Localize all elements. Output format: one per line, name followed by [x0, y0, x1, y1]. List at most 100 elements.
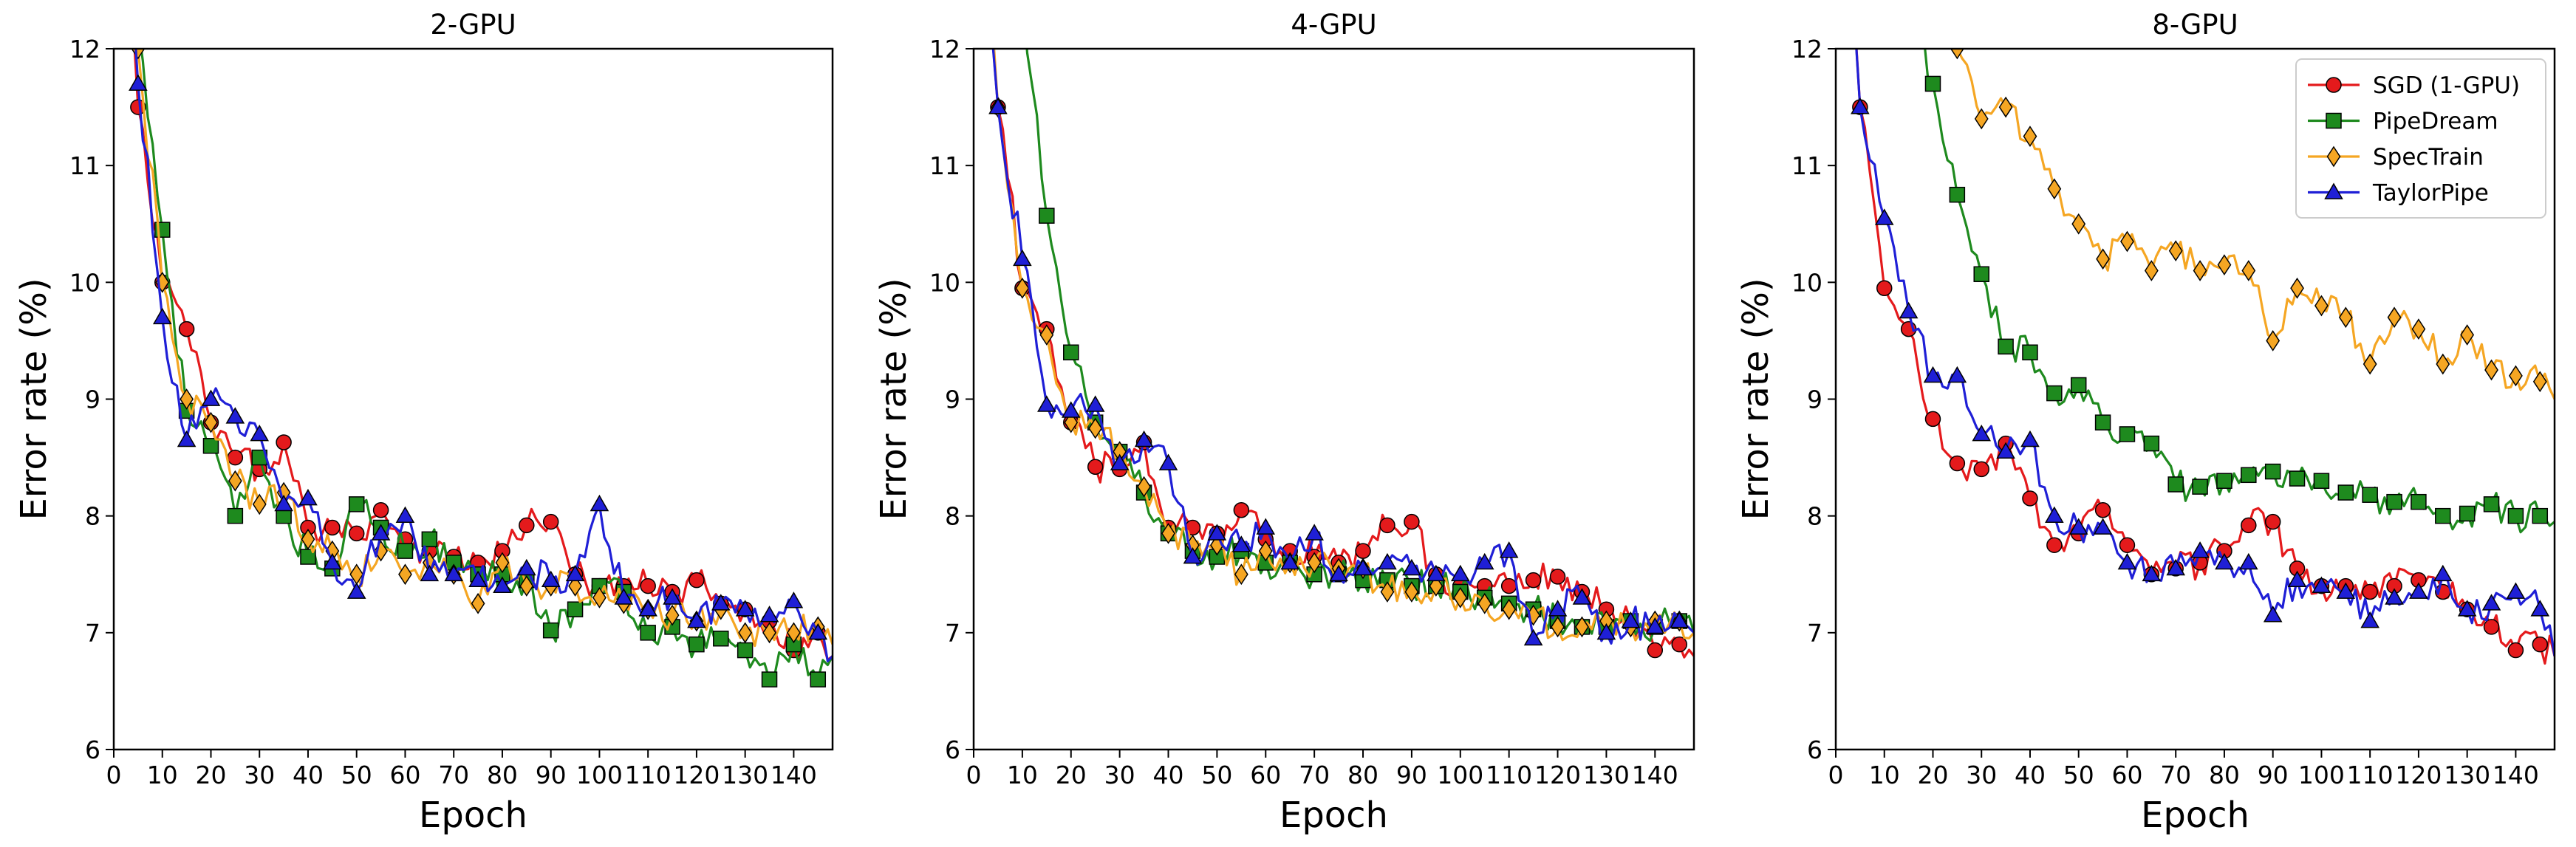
- plot-area: [988, 49, 1694, 659]
- data-point: [2483, 619, 2500, 635]
- data-point: [762, 622, 776, 644]
- data-point: [324, 519, 341, 536]
- data-point: [1502, 598, 1517, 620]
- data-point: [177, 430, 197, 447]
- x-axis-label: Epoch: [1280, 795, 1388, 836]
- data-point: [227, 507, 244, 524]
- x-tick-label: 120: [2395, 761, 2442, 789]
- data-point: [2046, 537, 2063, 553]
- data-point: [2312, 576, 2331, 593]
- series-line-taylorpipe: [991, 49, 1694, 645]
- data-point: [640, 625, 656, 641]
- data-point: [2506, 582, 2526, 599]
- data-point: [2460, 324, 2475, 346]
- data-point: [517, 558, 536, 576]
- data-point: [471, 592, 485, 614]
- data-point: [1621, 611, 1641, 628]
- data-point: [398, 563, 412, 586]
- data-point: [1427, 564, 1446, 582]
- data-point: [590, 494, 609, 512]
- x-tick-label: 130: [1583, 761, 1630, 789]
- data-point: [2338, 306, 2353, 329]
- data-point: [2507, 642, 2524, 659]
- data-point: [1949, 455, 1966, 472]
- data-point: [737, 642, 754, 659]
- data-point: [2436, 353, 2450, 375]
- data-point: [1972, 424, 1992, 442]
- legend-box: [2295, 58, 2546, 219]
- data-point: [2215, 552, 2234, 570]
- data-point: [2459, 505, 2476, 522]
- data-point: [2094, 502, 2111, 518]
- data-point: [2119, 426, 2136, 442]
- data-point: [250, 424, 270, 442]
- legend: SGD (1-GPU) PipeDream SpecTrain TaylorPipe: [2295, 58, 2546, 219]
- data-point: [542, 513, 559, 530]
- data-point: [1996, 442, 2015, 459]
- y-tick-label: 6: [1807, 735, 1822, 764]
- legend-label: SGD (1-GPU): [2373, 72, 2520, 99]
- data-point: [421, 531, 438, 548]
- data-point: [1087, 459, 1104, 475]
- data-point: [2068, 518, 2088, 535]
- data-point: [2193, 260, 2207, 281]
- data-point: [2022, 490, 2038, 507]
- data-point: [1670, 611, 1690, 628]
- y-tick-label: 7: [945, 619, 960, 648]
- data-point: [2337, 484, 2354, 501]
- x-tick-label: 70: [438, 761, 469, 789]
- y-tick-label: 6: [85, 735, 100, 764]
- axis-ticks: 0 10 20 30 40 50 60 70 80 90 100 110 120 130 140 6 7 8 9 10…: [1791, 35, 2539, 789]
- legend-swatch-marker: [2326, 77, 2342, 93]
- x-tick-label: 80: [2209, 761, 2240, 789]
- data-point: [346, 582, 366, 599]
- x-tick-label: 90: [2258, 761, 2289, 789]
- data-point: [301, 528, 315, 550]
- x-tick-label: 50: [2063, 761, 2094, 789]
- data-point: [2093, 518, 2113, 535]
- x-tick-label: 10: [147, 761, 178, 789]
- y-tick-label: 7: [1807, 619, 1822, 648]
- x-tick-label: 30: [244, 761, 275, 789]
- y-tick-label: 8: [945, 502, 960, 531]
- data-point: [1973, 461, 1989, 478]
- chart-panel-8gpu: 8-GPU 0 10 20 30 40 50 60 70 80 90 100 110 120 130 140…: [1735, 9, 2556, 836]
- x-tick-label: 0: [966, 761, 982, 789]
- data-point: [1256, 518, 1276, 535]
- data-point: [2387, 306, 2402, 329]
- data-point: [2290, 277, 2304, 299]
- data-point: [2096, 248, 2110, 270]
- data-point: [1037, 395, 1056, 412]
- x-tick-label: 10: [1869, 761, 1900, 789]
- data-point: [787, 622, 801, 644]
- data-point: [2336, 582, 2356, 599]
- data-point: [2385, 588, 2404, 605]
- x-tick-label: 20: [1917, 761, 1948, 789]
- data-point: [1085, 395, 1105, 412]
- data-point: [274, 494, 293, 512]
- chart-panel-4gpu: 4-GPU 0 10 20 30 40 50 60 70 80 90 100 110 120 130 140…: [873, 9, 1695, 836]
- y-tick-label: 12: [929, 35, 960, 64]
- data-point: [2411, 318, 2426, 340]
- data-point: [225, 407, 245, 424]
- y-axis-label: Error rate (%): [1735, 278, 1777, 520]
- data-point: [1280, 552, 1300, 570]
- chart-title: 4-GPU: [1291, 9, 1376, 41]
- data-point: [201, 389, 221, 406]
- data-point: [784, 591, 804, 608]
- data-point: [1161, 523, 1175, 544]
- data-point: [2241, 517, 2257, 534]
- x-tick-label: 90: [1396, 761, 1427, 789]
- data-point: [1596, 623, 1616, 640]
- data-point: [1061, 401, 1081, 418]
- data-point: [1899, 301, 1919, 319]
- data-point: [2142, 564, 2162, 582]
- data-point: [1475, 552, 1494, 570]
- x-tick-label: 110: [625, 761, 672, 789]
- data-point: [1874, 208, 1894, 225]
- data-point: [738, 622, 753, 644]
- x-tick-label: 70: [2160, 761, 2191, 789]
- series-line-pipedream: [1924, 49, 2555, 534]
- data-point: [1477, 592, 1492, 614]
- data-point: [2022, 344, 2038, 360]
